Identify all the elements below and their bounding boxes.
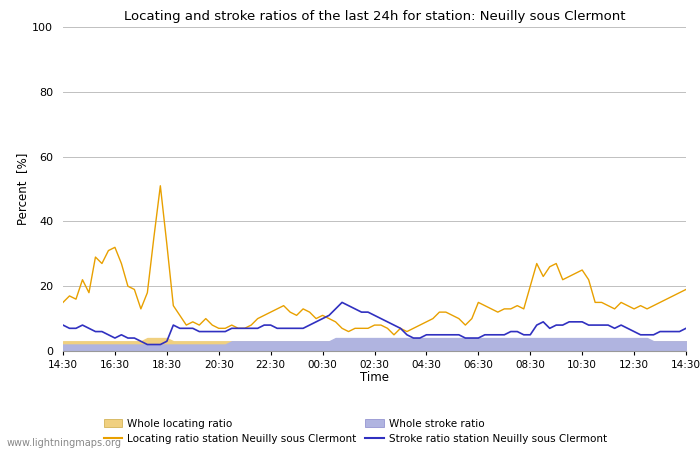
Title: Locating and stroke ratios of the last 24h for station: Neuilly sous Clermont: Locating and stroke ratios of the last 2… — [124, 10, 625, 23]
X-axis label: Time: Time — [360, 371, 389, 384]
Legend: Whole locating ratio, Locating ratio station Neuilly sous Clermont, Whole stroke: Whole locating ratio, Locating ratio sta… — [99, 414, 611, 448]
Y-axis label: Percent  [%]: Percent [%] — [17, 153, 29, 225]
Text: www.lightningmaps.org: www.lightningmaps.org — [7, 438, 122, 448]
